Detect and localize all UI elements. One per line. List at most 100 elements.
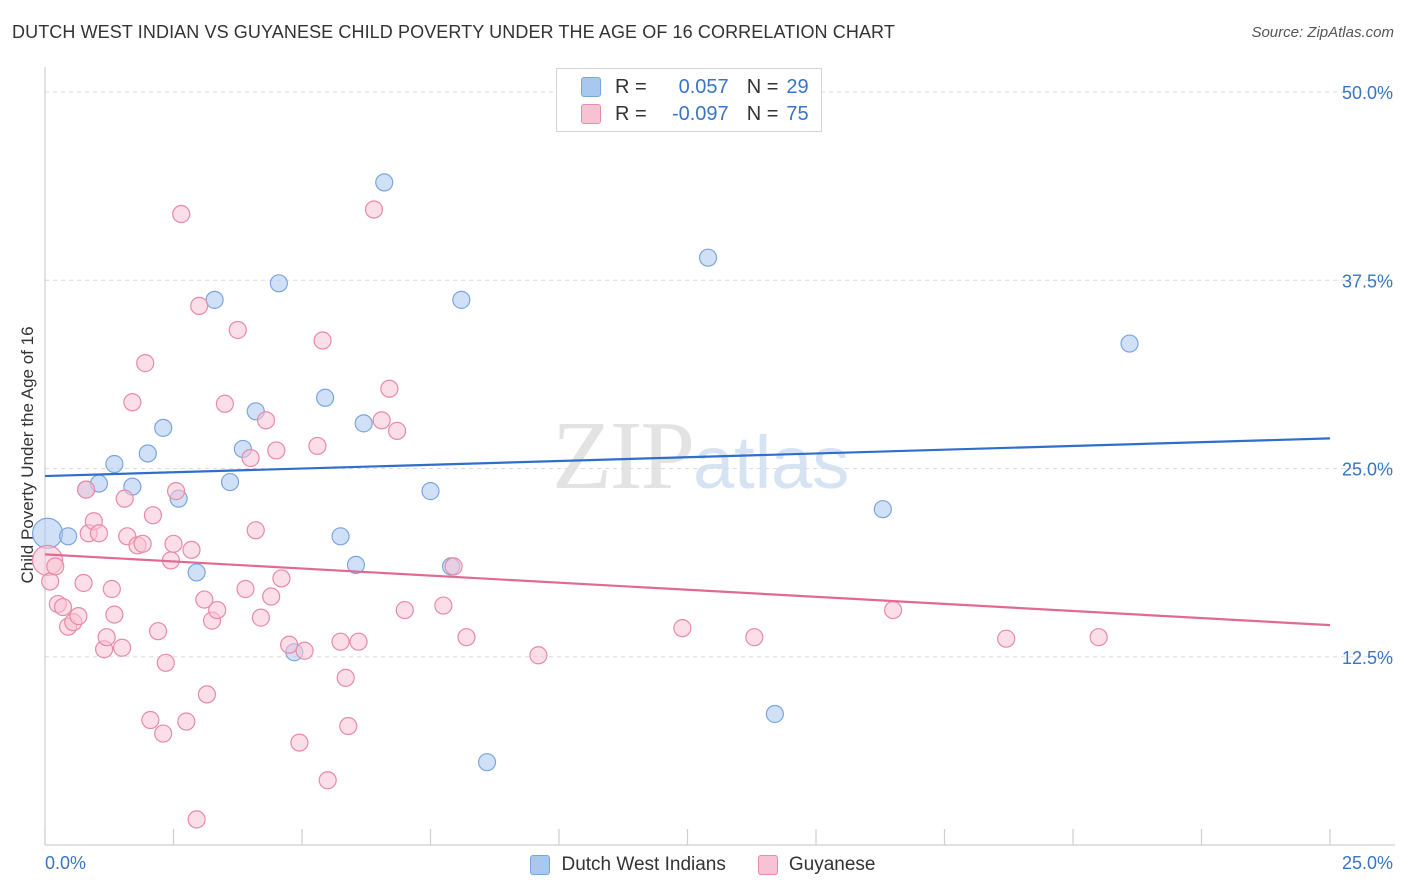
guyanese-point	[336, 668, 355, 687]
dutch-west-indians-point	[31, 517, 64, 549]
dutch-west-indians-point	[346, 555, 366, 575]
watermark: ZIPatlas	[552, 400, 849, 512]
y-tick-label: 12.5%	[1342, 648, 1393, 668]
legend-n-label: N =	[746, 75, 779, 98]
series-legend-dutch-west-indians: Dutch West Indians	[530, 854, 726, 876]
dutch-west-indians-point	[331, 527, 350, 546]
y-tick-label: 50.0%	[1342, 83, 1393, 103]
dutch-west-indians-point	[375, 173, 394, 192]
guyanese-point	[267, 441, 286, 460]
legend-n-value: 75	[786, 102, 809, 125]
guyanese-point	[434, 596, 453, 615]
guyanese-point	[69, 607, 88, 626]
dutch-west-indians-point	[154, 418, 173, 437]
legend-r-label: R =	[615, 102, 647, 125]
guyanese-point	[331, 632, 350, 651]
guyanese-point	[53, 597, 73, 617]
guyanese-point	[236, 579, 255, 599]
guyanese-point	[349, 632, 368, 651]
legend-swatch-blue	[581, 77, 601, 97]
guyanese-point	[154, 724, 173, 743]
guyanese-point	[182, 540, 201, 559]
guyanese-point	[133, 534, 152, 553]
legend-n-value: 29	[786, 75, 809, 98]
guyanese-point	[41, 572, 60, 591]
guyanese-point	[46, 557, 65, 576]
x-tick-label: 0.0%	[45, 853, 86, 873]
legend-r-label: R =	[615, 75, 647, 98]
guyanese-point	[197, 685, 217, 704]
chart-title: DUTCH WEST INDIAN VS GUYANESE CHILD POVE…	[12, 22, 895, 42]
guyanese-point	[457, 628, 476, 647]
source-credit: Source: ZipAtlas.com	[1251, 24, 1394, 41]
guyanese-point	[190, 296, 209, 315]
guyanese-point	[115, 489, 134, 508]
guyanese-point	[280, 635, 299, 654]
guyanese-point	[318, 771, 337, 790]
guyanese-point	[148, 622, 168, 641]
guyanese-point	[313, 331, 332, 350]
guyanese-point	[187, 810, 206, 829]
guyanese-point	[241, 448, 260, 468]
dutch-west-indians-point	[477, 753, 497, 772]
dutch-west-indians-point	[765, 704, 784, 724]
guyanese-point	[156, 653, 175, 672]
guyanese-point	[208, 600, 227, 620]
guyanese-point	[89, 524, 109, 543]
series-legend-guyanese: Guyanese	[757, 854, 876, 876]
guyanese-point	[387, 421, 407, 440]
x-tick-label: 25.0%	[1342, 853, 1393, 873]
legend-r-value: 0.057	[678, 75, 729, 98]
dutch-west-indians-point	[316, 388, 335, 407]
dutch-west-indians-point	[205, 290, 224, 309]
guyanese-point	[290, 733, 309, 752]
guyanese-point	[308, 436, 327, 456]
guyanese-point	[166, 482, 186, 501]
watermark-zip: ZIP	[552, 402, 695, 510]
dutch-west-indians-point	[698, 248, 718, 267]
guyanese-point	[272, 569, 291, 588]
y-tick-label: 25.0%	[1342, 460, 1393, 480]
guyanese-point	[997, 629, 1016, 648]
dutch-west-indians-point	[354, 414, 373, 433]
series-label: Guyanese	[788, 854, 876, 875]
guyanese-point	[195, 590, 214, 609]
guyanese-trendline	[44, 553, 1331, 627]
guyanese-point	[136, 354, 155, 373]
guyanese-point	[364, 200, 384, 219]
guyanese-point	[102, 579, 121, 599]
dutch-west-indians-point	[421, 482, 440, 501]
guyanese-point	[105, 605, 124, 624]
y-tick-label: 37.5%	[1342, 271, 1393, 291]
series-swatch-blue	[530, 855, 551, 875]
dutch-west-indians-trendline	[44, 437, 1331, 478]
guyanese-point	[112, 638, 132, 657]
guyanese-point	[123, 393, 142, 412]
guyanese-point	[1089, 628, 1108, 647]
dutch-west-indians-point	[873, 500, 892, 519]
guyanese-point	[444, 557, 463, 576]
guyanese-point	[143, 506, 163, 525]
legend-n-label: N =	[746, 102, 779, 125]
guyanese-point	[228, 320, 247, 340]
series-label: Dutch West Indians	[561, 854, 726, 875]
guyanese-point	[262, 587, 281, 606]
dutch-west-indians-point	[138, 444, 157, 463]
guyanese-point	[177, 712, 196, 731]
guyanese-point	[141, 710, 160, 730]
guyanese-point	[251, 608, 270, 627]
guyanese-point	[256, 411, 276, 430]
guyanese-point	[295, 641, 314, 660]
dutch-west-indians-point	[220, 472, 240, 492]
dutch-west-indians-point	[105, 454, 124, 474]
guyanese-point	[372, 411, 391, 430]
guyanese-point	[164, 534, 183, 553]
legend-r-value: -0.097	[671, 102, 729, 125]
dutch-west-indians-point	[1120, 334, 1139, 353]
dutch-west-indians-point	[187, 563, 206, 582]
legend-row-dutch-west-indians: R = 0.057 N = 29	[581, 75, 809, 99]
guyanese-point	[673, 619, 692, 638]
dutch-west-indians-point	[59, 527, 78, 546]
guyanese-point	[74, 573, 93, 593]
